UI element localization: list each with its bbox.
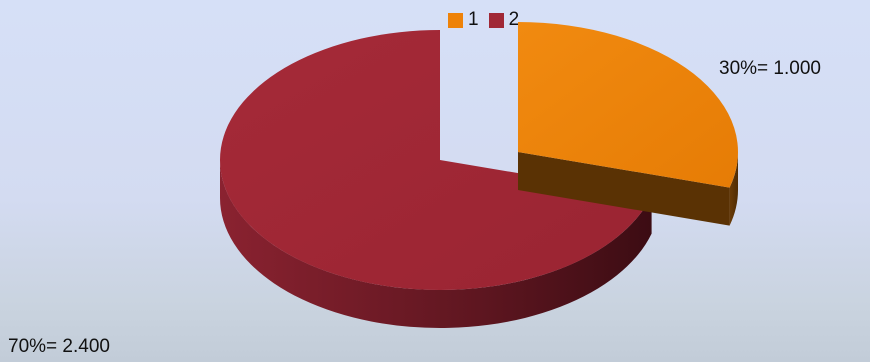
legend-swatch-1 [448, 12, 463, 28]
data-label-slice-2: 70%= 2.400 [8, 336, 110, 357]
slice-1-side [729, 152, 738, 226]
data-label-slice-1: 30%= 1.000 [719, 58, 821, 79]
slice-1-cut-face [518, 152, 730, 226]
slice-2-side [220, 160, 652, 328]
legend-label-1: 1 [468, 9, 479, 30]
legend-entry-1: 1 [448, 9, 479, 31]
slice-2 [219, 30, 652, 290]
legend-swatch-2 [488, 12, 504, 28]
legend-entry-2: 2 [488, 9, 520, 31]
slice-1 [518, 22, 738, 188]
legend: 1 2 [448, 9, 519, 31]
legend-label-2: 2 [508, 9, 520, 30]
